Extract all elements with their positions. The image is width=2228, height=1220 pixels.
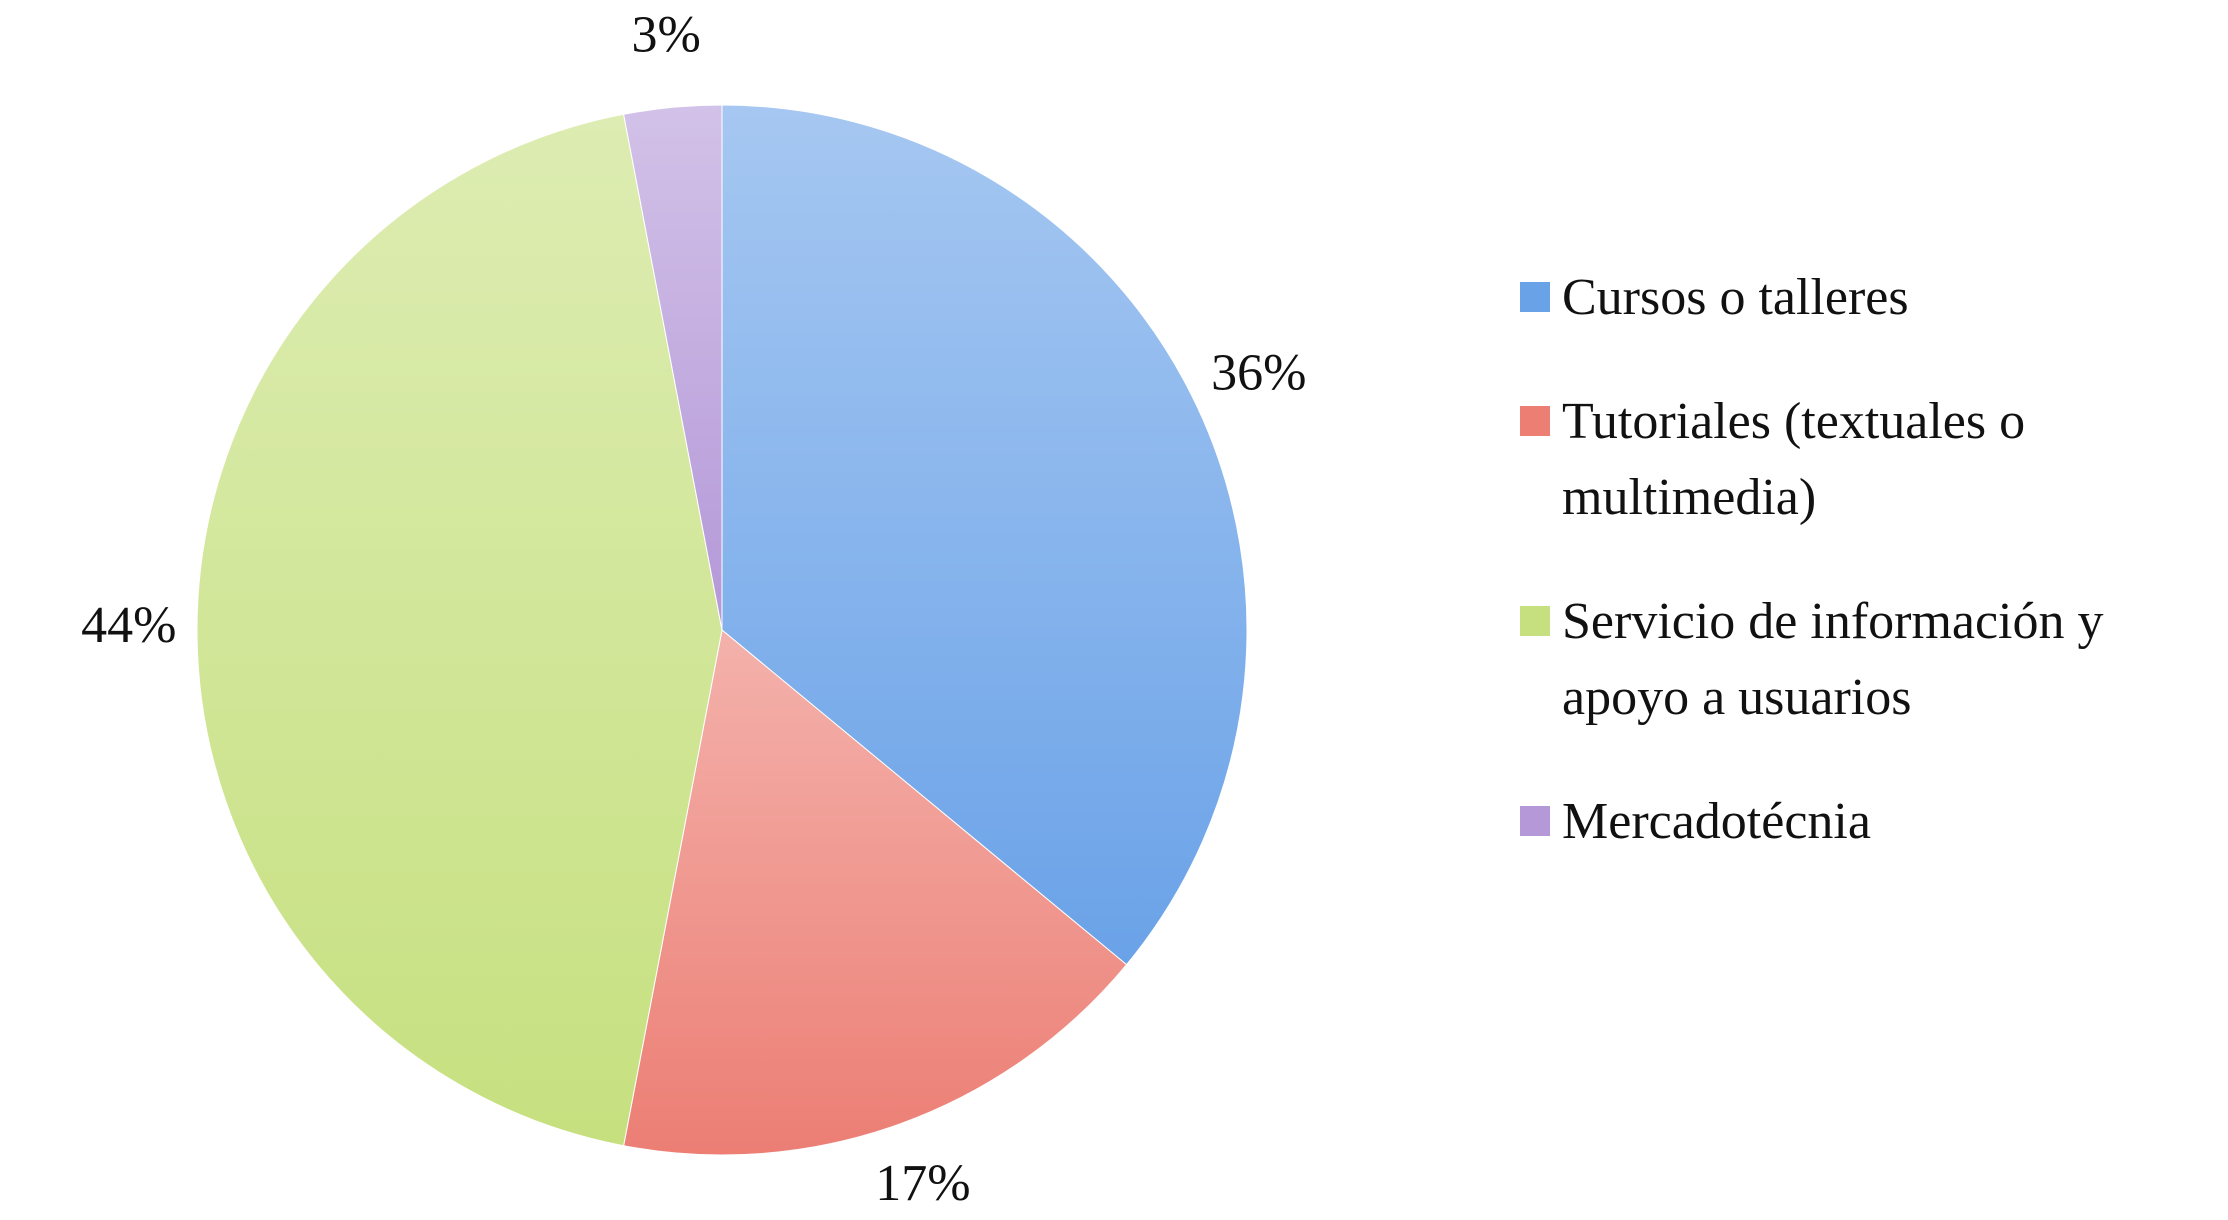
data-label: 3% [632,6,701,63]
pie-slice [196,113,723,1147]
legend-swatch [1520,406,1550,436]
legend-item: Servicio de información y apoyo a usuari… [1520,584,2220,736]
data-label: 36% [1211,344,1306,401]
legend-item: Mercadotécnia [1520,784,2220,860]
legend-swatch [1520,606,1550,636]
legend-swatch [1520,282,1550,312]
pie-slice [623,629,1128,1156]
pie-slice [623,104,723,631]
legend-label: Cursos o talleres [1562,269,1909,326]
legend-label: Mercadotécnia [1562,793,1871,850]
legend-item: Cursos o talleres [1520,260,2220,336]
legend-item: Tutoriales (textuales o multimedia) [1520,384,2220,536]
legend-swatch [1520,806,1550,836]
legend-label: Servicio de información y apoyo a usuari… [1562,593,2104,726]
legend: Cursos o talleres Tutoriales (textuales o… [1520,260,2220,908]
pie-slice [721,104,1248,966]
data-label: 44% [81,597,176,654]
data-label: 17% [875,1155,970,1212]
legend-label: Tutoriales (textuales o multimedia) [1562,393,2026,526]
